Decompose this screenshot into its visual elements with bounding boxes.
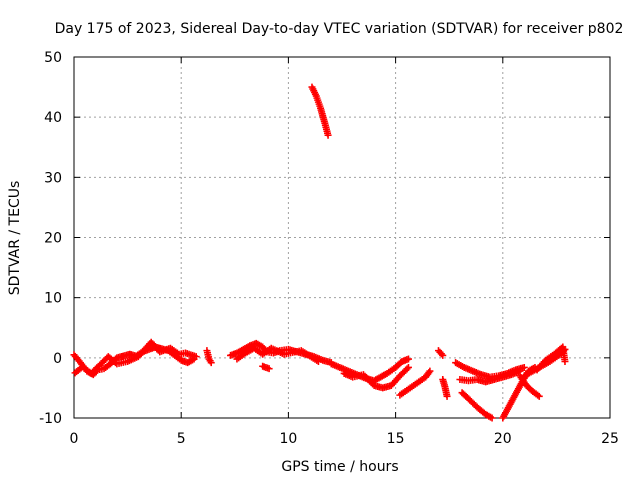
x-tick-label: 15	[387, 431, 405, 447]
data-point	[520, 363, 528, 371]
data-point	[443, 392, 451, 400]
data-segment	[396, 367, 434, 399]
y-tick-label: 10	[44, 291, 62, 307]
data-segment	[439, 375, 451, 400]
data-point	[207, 359, 215, 367]
data-segment	[456, 367, 524, 386]
data-point	[265, 365, 273, 373]
x-tick-label: 5	[177, 431, 186, 447]
data-point	[314, 357, 322, 365]
y-tick-label: 20	[44, 231, 62, 247]
y-tick-label: -10	[39, 411, 62, 427]
data-segment	[434, 347, 447, 359]
axis-ticks: 0 5 10 15 20 25 -10 0 10 20 30 40 50	[39, 50, 619, 447]
data-segment	[516, 372, 543, 400]
data-point	[404, 355, 412, 363]
grid	[74, 57, 610, 418]
data-point	[403, 365, 411, 373]
x-axis-label: GPS time / hours	[281, 459, 398, 475]
data-segment	[233, 344, 322, 365]
data-point	[425, 369, 433, 377]
data-segment	[203, 347, 215, 367]
chart-title: Day 175 of 2023, Sidereal Day-to-day VTE…	[55, 21, 624, 37]
data-segment	[533, 343, 569, 374]
x-tick-label: 25	[601, 431, 619, 447]
y-tick-label: 30	[44, 170, 62, 186]
x-tick-label: 0	[70, 431, 79, 447]
data-point	[324, 131, 332, 139]
data-point	[426, 367, 434, 375]
data-segment	[71, 338, 200, 377]
data-point	[488, 414, 496, 422]
data-segment	[340, 363, 412, 392]
y-axis-label: SDTVAR / TECUs	[7, 181, 23, 296]
data-segment	[259, 362, 273, 373]
data-series	[70, 83, 569, 422]
data-point	[439, 351, 447, 359]
data-point	[192, 353, 200, 361]
data-point	[561, 357, 569, 365]
x-tick-label: 10	[279, 431, 297, 447]
y-tick-label: 50	[44, 50, 62, 66]
data-segment	[308, 83, 332, 139]
data-point	[535, 392, 543, 400]
x-tick-label: 20	[494, 431, 512, 447]
data-point	[404, 363, 412, 371]
y-tick-label: 0	[53, 351, 62, 367]
data-segment	[458, 389, 496, 422]
y-tick-label: 40	[44, 110, 62, 126]
